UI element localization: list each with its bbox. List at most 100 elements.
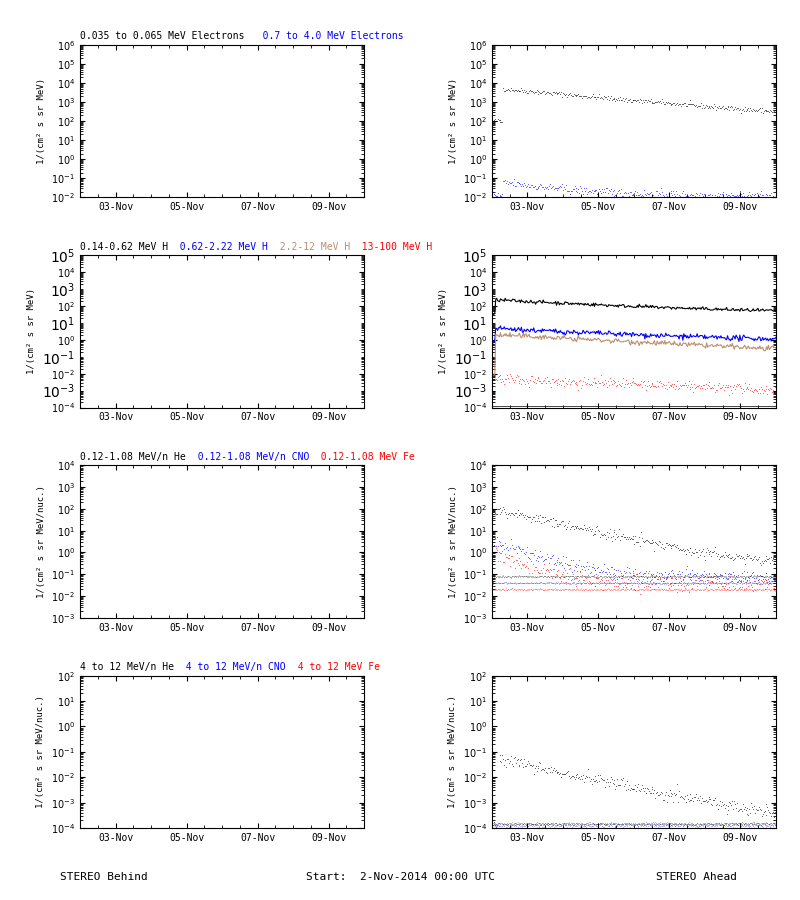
Point [532, 820, 545, 834]
Point [720, 815, 733, 830]
Point [610, 817, 623, 832]
Point [508, 570, 521, 584]
Point [733, 187, 746, 202]
Point [490, 818, 502, 832]
Point [674, 569, 687, 583]
Point [494, 583, 507, 598]
Point [591, 820, 604, 834]
Point [569, 576, 582, 590]
Point [652, 816, 665, 831]
Point [652, 788, 665, 802]
Point [678, 822, 690, 836]
Point [671, 576, 684, 590]
Point [746, 818, 758, 832]
Point [664, 184, 677, 198]
Point [615, 575, 628, 590]
Point [750, 186, 763, 201]
Point [705, 99, 718, 113]
Point [535, 563, 548, 578]
Point [510, 818, 522, 832]
Text: 0.14-0.62 MeV H: 0.14-0.62 MeV H [80, 241, 168, 252]
Point [507, 817, 520, 832]
Point [619, 822, 632, 836]
Point [673, 822, 686, 836]
Point [506, 371, 518, 385]
Point [654, 577, 667, 591]
Point [660, 575, 673, 590]
Point [734, 105, 747, 120]
Point [753, 821, 766, 835]
Point [596, 527, 609, 542]
Point [762, 817, 775, 832]
Point [593, 581, 606, 596]
Point [765, 574, 778, 589]
Point [578, 771, 591, 786]
Point [546, 821, 559, 835]
Point [578, 822, 590, 836]
Point [598, 575, 610, 590]
Point [739, 582, 752, 597]
Point [702, 822, 714, 836]
Point [636, 817, 649, 832]
Point [554, 575, 567, 590]
Point [714, 798, 727, 813]
Point [629, 582, 642, 597]
Point [735, 819, 748, 833]
Point [526, 758, 539, 772]
Point [726, 575, 738, 590]
Point [664, 97, 677, 112]
Point [625, 823, 638, 837]
Point [762, 816, 775, 831]
Point [704, 822, 717, 836]
Point [520, 759, 533, 773]
Point [520, 569, 533, 583]
Point [758, 804, 771, 818]
Point [611, 572, 624, 587]
Point [522, 510, 535, 525]
Point [526, 823, 538, 837]
Point [686, 574, 698, 589]
Point [738, 100, 751, 114]
Point [634, 818, 646, 832]
Point [528, 817, 541, 832]
Point [769, 557, 782, 572]
Point [498, 821, 511, 835]
Point [722, 824, 734, 838]
Point [491, 569, 504, 583]
Point [591, 817, 604, 832]
Point [642, 187, 654, 202]
Point [546, 762, 559, 777]
Point [527, 180, 540, 194]
Point [694, 568, 706, 582]
Point [616, 188, 629, 202]
Point [503, 818, 516, 832]
Point [561, 582, 574, 597]
Point [624, 580, 637, 595]
Point [618, 582, 631, 597]
Point [585, 576, 598, 590]
Point [495, 505, 508, 519]
Point [628, 186, 641, 201]
Point [601, 570, 614, 584]
Point [688, 581, 701, 596]
Point [578, 520, 591, 535]
Point [693, 582, 706, 597]
Point [761, 552, 774, 566]
Point [554, 821, 566, 835]
Point [526, 818, 539, 832]
Point [594, 526, 607, 541]
Text: 0.7 to 4.0 MeV Electrons: 0.7 to 4.0 MeV Electrons [245, 32, 403, 41]
Point [739, 821, 752, 835]
Point [492, 816, 505, 831]
Point [536, 180, 549, 194]
Point [711, 821, 724, 835]
Point [725, 575, 738, 590]
Point [714, 549, 727, 563]
Point [769, 821, 782, 835]
Point [498, 818, 510, 832]
Point [758, 384, 771, 399]
Point [694, 576, 706, 590]
Point [532, 576, 545, 590]
Point [702, 570, 714, 584]
Point [598, 377, 610, 392]
